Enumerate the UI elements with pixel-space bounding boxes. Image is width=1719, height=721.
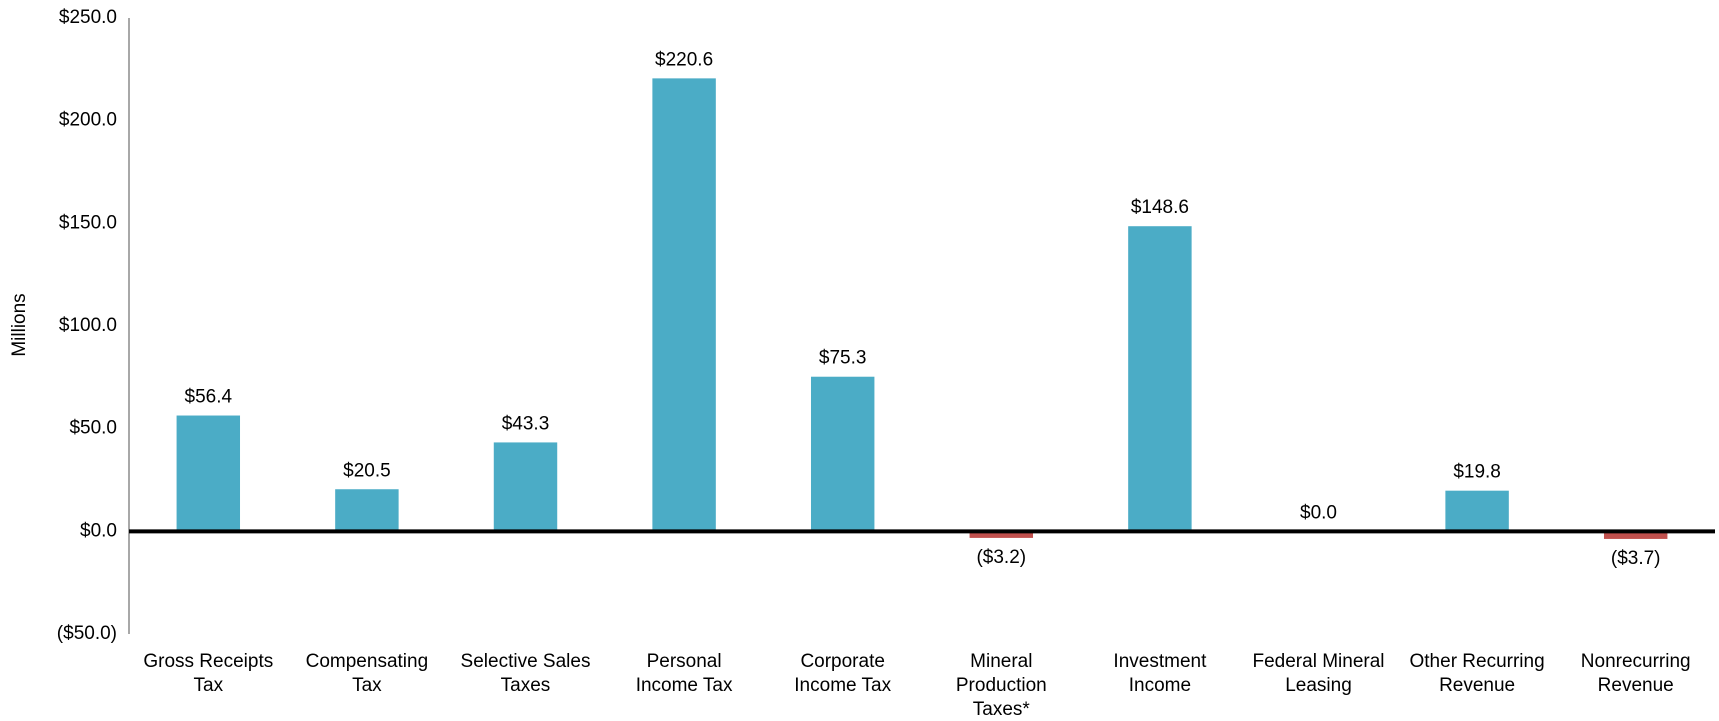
data-label: $43.3 xyxy=(502,413,550,434)
x-tick-label: Federal Mineral Leasing xyxy=(1253,651,1385,696)
x-tick-label: Investment Income xyxy=(1113,651,1207,696)
y-tick-label: $100.0 xyxy=(59,315,117,336)
data-label: $19.8 xyxy=(1453,462,1501,483)
data-label: $75.3 xyxy=(819,348,867,369)
data-label: $148.6 xyxy=(1131,197,1189,218)
bar xyxy=(1128,226,1192,532)
y-tick-label: $150.0 xyxy=(59,212,117,233)
bar xyxy=(176,415,241,532)
data-label: ($3.2) xyxy=(976,547,1026,568)
x-tick-label: Nonrecurring Revenue xyxy=(1581,651,1691,696)
bar xyxy=(652,78,716,532)
y-axis-label: Millions xyxy=(9,293,30,356)
x-tick-label: Personal Income Tax xyxy=(636,651,733,696)
bar xyxy=(969,531,1034,538)
x-tick-label: Mineral Production Taxes* xyxy=(956,651,1047,720)
data-label: $20.5 xyxy=(343,460,391,481)
bar xyxy=(1445,490,1509,532)
x-tick-label: Selective Sales Taxes xyxy=(461,651,591,696)
x-tick-label: Other Recurring Revenue xyxy=(1410,651,1545,696)
x-tick-label: Corporate Income Tax xyxy=(794,651,891,696)
bar xyxy=(810,376,875,532)
y-tick-label: ($50.0) xyxy=(57,623,117,644)
x-tick-label: Gross Receipts Tax xyxy=(143,651,273,696)
y-tick-label: $200.0 xyxy=(59,110,117,131)
data-label: ($3.7) xyxy=(1611,548,1661,569)
data-label: $0.0 xyxy=(1300,502,1337,523)
y-tick-label: $250.0 xyxy=(59,7,117,28)
bar xyxy=(493,442,558,532)
y-tick-label: $0.0 xyxy=(80,520,117,541)
bar xyxy=(335,489,399,532)
x-tick-label: Compensating Tax xyxy=(306,651,429,696)
y-tick-label: $50.0 xyxy=(69,418,117,439)
data-label: $56.4 xyxy=(185,387,233,408)
data-label: $220.6 xyxy=(655,49,713,70)
bar xyxy=(1603,531,1668,539)
